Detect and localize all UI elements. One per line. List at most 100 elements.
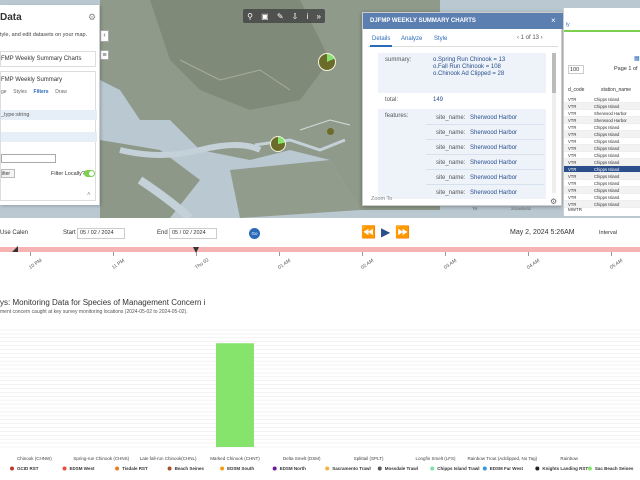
table-row[interactable]: VTR Sherwood Harbor xyxy=(564,110,640,117)
tab-draw[interactable]: Draw xyxy=(55,89,67,95)
table-row[interactable]: VTR Chipps Island xyxy=(564,103,640,110)
end-date-input[interactable]: 05 / 02 / 2024 xyxy=(169,228,217,239)
legend-label[interactable]: Sac Beach Seines xyxy=(595,466,634,471)
table-row[interactable]: VTR Chipps Island xyxy=(564,96,640,103)
tab-styles[interactable]: Styles xyxy=(13,89,27,95)
legend-label[interactable]: Mossdale Trawl xyxy=(385,466,418,471)
zoom-to-link[interactable]: Zoom To xyxy=(371,196,393,202)
tab-details[interactable]: Details xyxy=(372,36,391,42)
filter-value-input[interactable] xyxy=(1,154,56,163)
pie-marker[interactable] xyxy=(270,136,286,152)
table-row[interactable]: VTR Sherwood Harbor xyxy=(564,117,640,124)
table-row[interactable]: VTR Chipps Island xyxy=(564,131,640,138)
bar[interactable] xyxy=(215,343,254,447)
collapse-panel-button[interactable]: ‹ xyxy=(100,30,109,42)
fast-forward-icon[interactable]: ⏩ xyxy=(395,225,410,239)
settings-icon[interactable]: ⚙ xyxy=(550,197,558,206)
feature-item[interactable]: site_name: Sherwood Harbor xyxy=(426,142,544,155)
legend-swatch[interactable] xyxy=(115,466,120,471)
legend-label[interactable]: Beach Seines xyxy=(175,466,205,471)
table-row[interactable]: VTR Chipps Island xyxy=(564,124,640,131)
table-tab[interactable]: ly xyxy=(566,22,570,28)
feature-item[interactable]: site_name: Sherwood Harbor xyxy=(426,157,544,170)
table-row[interactable]: VTR Chipps Island xyxy=(564,173,640,180)
tab-ge[interactable]: ge xyxy=(1,89,7,95)
grid-menu-icon[interactable]: ≡ xyxy=(100,50,109,60)
legend-swatch[interactable] xyxy=(220,466,225,471)
tab-filters[interactable]: Filters xyxy=(33,89,49,95)
filter-field-select[interactable]: _type:string xyxy=(1,110,97,120)
info-icon[interactable]: i xyxy=(306,11,309,21)
legend-swatch[interactable] xyxy=(62,466,67,471)
tab-analyze[interactable]: Analyze xyxy=(401,36,423,42)
cell-station: Sherwood Harbor xyxy=(594,118,627,123)
filter-button[interactable]: ilter xyxy=(1,169,15,178)
table-row[interactable]: VTR Chipps Island xyxy=(564,166,640,173)
legend-label[interactable]: EDSM South xyxy=(227,466,254,471)
legend-label[interactable]: EDSM West xyxy=(70,466,95,471)
legend-swatch[interactable] xyxy=(430,466,435,471)
feature-item[interactable]: site_name: Sherwood Harbor xyxy=(426,127,544,140)
legend-swatch[interactable] xyxy=(377,466,382,471)
col-header-code[interactable]: d_code xyxy=(568,87,585,93)
legend-swatch[interactable] xyxy=(167,466,172,471)
play-icon[interactable]: ▶ xyxy=(381,225,391,239)
legend-label[interactable]: Tisdale RST xyxy=(122,466,148,471)
pie-marker[interactable] xyxy=(318,53,336,71)
legend-label[interactable]: Chipps Island Trawl xyxy=(437,466,479,471)
map-view[interactable]: ‹ ≡ ⚲ ▣ ✎ ⇩ i » Data ⚙ tyle, and edit da… xyxy=(0,0,640,218)
x-tick-label: Delta Smelt (DSM) xyxy=(283,456,321,461)
legend-label[interactable]: GCID RST xyxy=(17,466,39,471)
legend-swatch[interactable] xyxy=(10,466,14,471)
timeline-start-handle[interactable] xyxy=(12,246,18,252)
table-row[interactable]: VTR Chipps Island xyxy=(564,194,640,201)
feature-item[interactable]: site_name: Sherwood Harbor xyxy=(426,112,544,125)
layers-icon[interactable]: ▣ xyxy=(261,11,269,21)
go-button[interactable]: Go xyxy=(249,228,260,239)
timeline-strip[interactable] xyxy=(0,247,640,252)
rewind-icon[interactable]: ⏪ xyxy=(361,225,376,239)
legend-label[interactable]: EDSM Far West xyxy=(490,466,524,471)
col-header-station[interactable]: station_name xyxy=(601,87,632,93)
table-row[interactable]: VTR Chipps Island xyxy=(564,138,640,145)
search-icon[interactable]: ⚲ xyxy=(247,11,253,21)
layer-item[interactable]: FMP Weekly Summary Charts xyxy=(0,51,96,67)
table-row[interactable]: VTR Chipps Island xyxy=(564,187,640,194)
timeline-cursor[interactable] xyxy=(193,247,199,253)
legend-swatch[interactable] xyxy=(535,466,540,471)
use-calendar-select[interactable]: Use Calen xyxy=(0,230,29,236)
table-row[interactable]: VTR Chipps Island xyxy=(564,159,640,166)
chevron-up-icon[interactable]: ˄ xyxy=(87,192,91,198)
legend-swatch[interactable] xyxy=(587,466,592,471)
scrollbar-thumb[interactable] xyxy=(552,53,556,93)
table-row[interactable]: VTR Chipps Island xyxy=(564,201,640,208)
legend-swatch[interactable] xyxy=(482,466,487,471)
page-size-select[interactable]: 100 xyxy=(568,65,584,74)
legend-swatch[interactable] xyxy=(272,466,277,471)
expand-icon[interactable]: » xyxy=(316,11,321,21)
table-row[interactable]: VTR Chipps Island xyxy=(564,180,640,187)
gear-icon[interactable]: ⚙ xyxy=(88,12,97,22)
popup-scrollbar[interactable] xyxy=(552,53,556,193)
edit-icon[interactable]: ✎ xyxy=(276,11,284,21)
export-icon[interactable]: ⇩ xyxy=(291,11,299,21)
cell-code: VTR xyxy=(568,153,577,158)
table-row[interactable]: VTR Chipps Island xyxy=(564,145,640,152)
table-row[interactable]: VTR Chipps Island xyxy=(564,152,640,159)
filter-locally-toggle[interactable] xyxy=(84,170,95,177)
info-icon[interactable]: i xyxy=(203,298,206,307)
interval-toggle[interactable]: Interval xyxy=(599,230,618,236)
tab-style[interactable]: Style xyxy=(434,36,448,42)
pie-marker[interactable] xyxy=(327,128,334,135)
table-grid-icon[interactable]: ▦ xyxy=(634,56,640,62)
legend-label[interactable]: Knights Landing RST xyxy=(542,466,588,471)
legend-label[interactable]: EDSM North xyxy=(280,466,306,471)
feature-item[interactable]: site_name: Sherwood Harbor xyxy=(426,187,544,199)
feature-item[interactable]: site_name: Sherwood Harbor xyxy=(426,172,544,185)
legend-swatch[interactable] xyxy=(325,466,330,471)
legend-label[interactable]: Sacramento Trawl xyxy=(332,466,371,471)
close-icon[interactable]: × xyxy=(551,16,556,25)
popup-pager[interactable]: ‹ 1 of 13 › xyxy=(517,35,543,41)
start-date-input[interactable]: 05 / 02 / 2024 xyxy=(77,228,125,239)
filter-operator-select[interactable] xyxy=(1,132,97,142)
